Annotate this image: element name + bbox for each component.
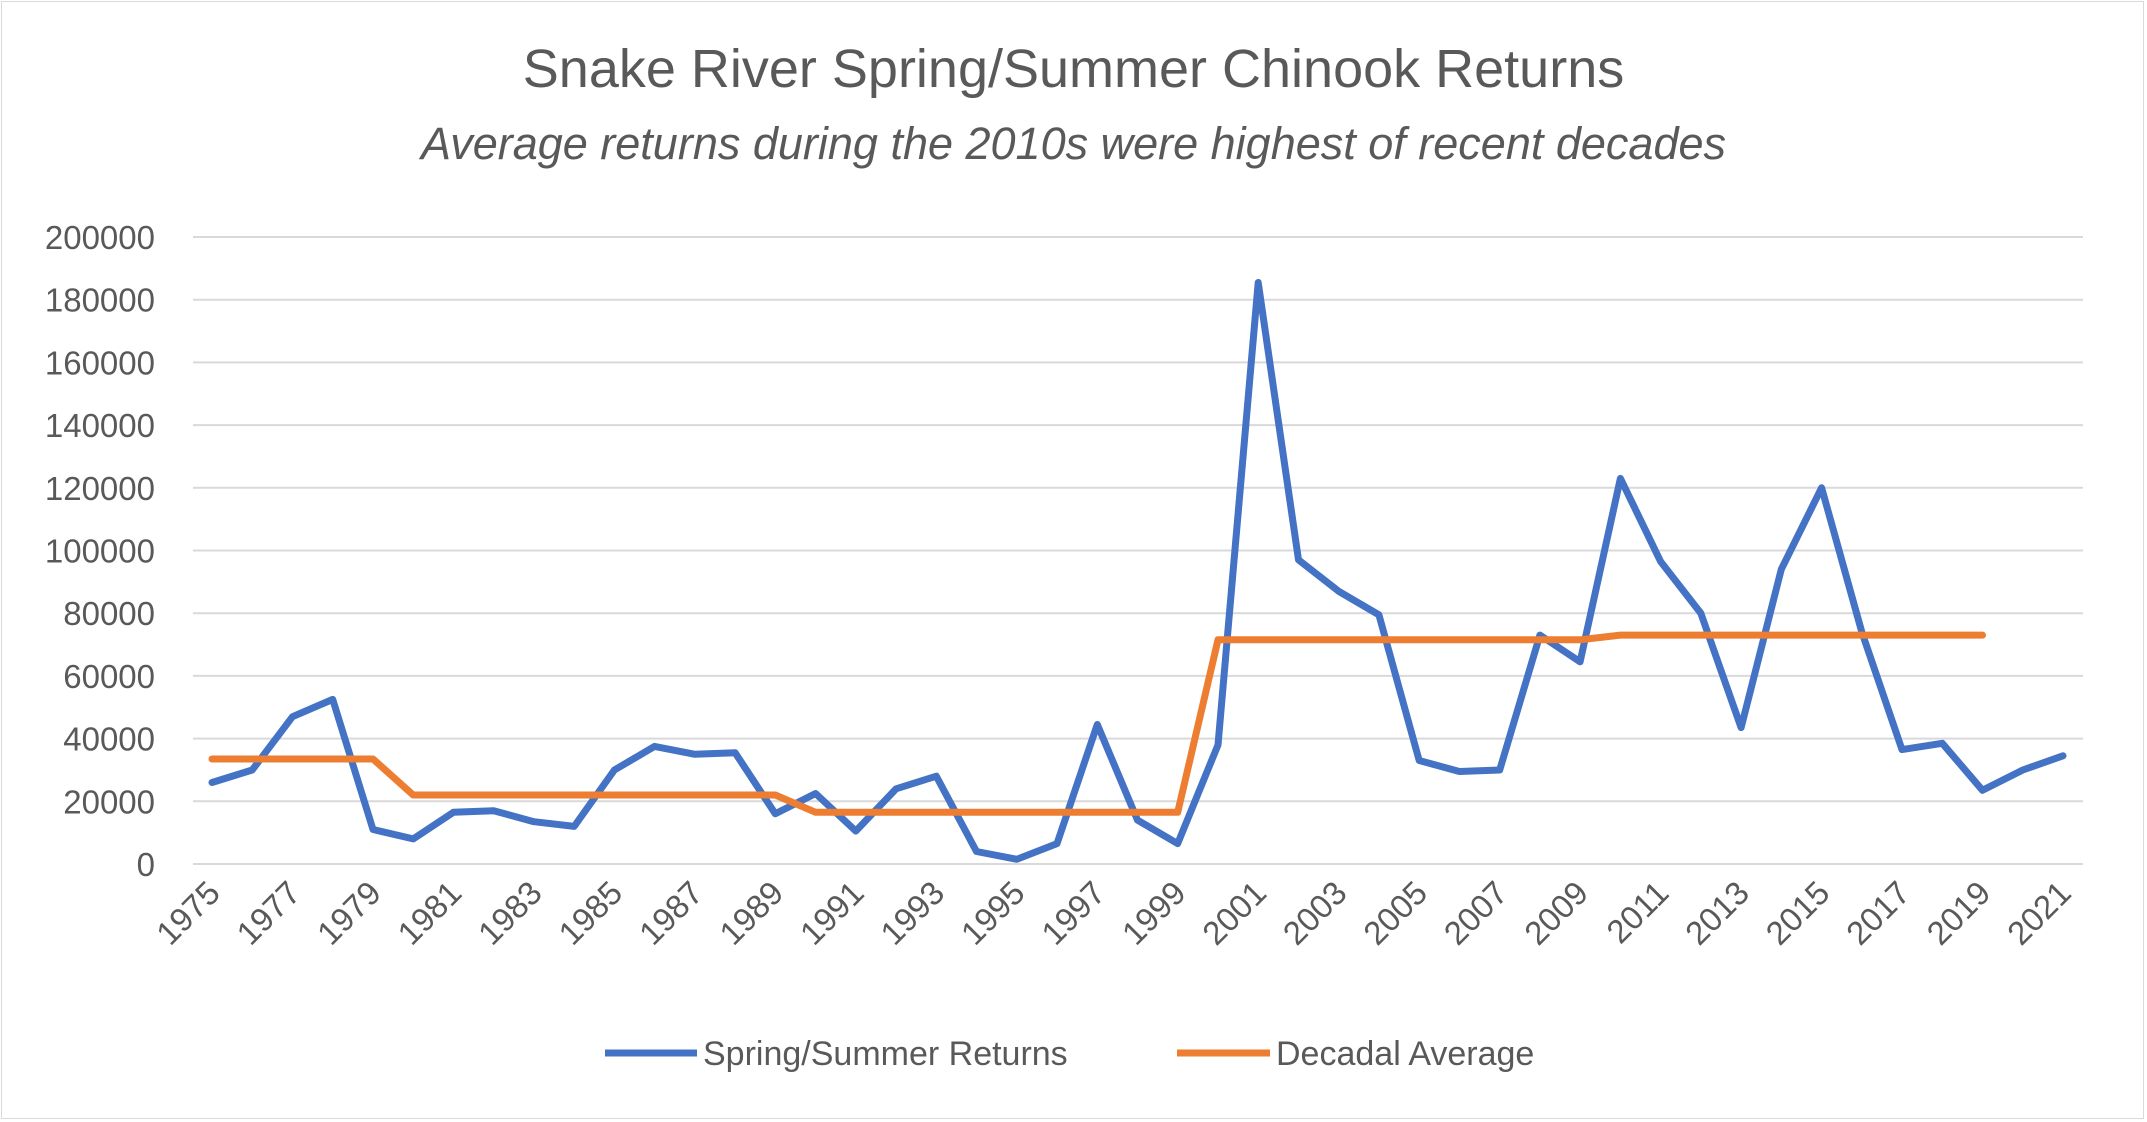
x-tick-label: 2021	[2000, 874, 2078, 952]
series-lines	[208, 279, 2067, 863]
legend: Spring/Summer Returns Decadal Average	[605, 1035, 1534, 1073]
x-tick-label: 2009	[1517, 874, 1595, 952]
y-tick-label: 180000	[45, 282, 155, 319]
x-tick-label: 2013	[1678, 874, 1756, 952]
y-tick-label: 120000	[45, 470, 155, 507]
chart-subtitle: Average returns during the 2010s were hi…	[421, 118, 1726, 169]
x-tick-label: 1985	[551, 874, 629, 952]
x-tick-label: 1975	[149, 874, 227, 952]
x-tick-label: 1977	[229, 874, 307, 952]
y-tick-label: 100000	[45, 533, 155, 570]
y-tick-label: 200000	[45, 219, 155, 256]
series-line	[208, 279, 2067, 863]
x-tick-label: 2007	[1437, 874, 1515, 952]
series-line	[208, 631, 1986, 816]
chart-title: Snake River Spring/Summer Chinook Return…	[522, 39, 1625, 99]
x-tick-label: 2015	[1758, 874, 1836, 952]
x-tick-label: 2019	[1919, 874, 1997, 952]
x-tick-label: 1993	[873, 874, 951, 952]
x-tick-label: 1981	[390, 874, 468, 952]
x-tick-label: 1991	[793, 874, 871, 952]
x-tick-label: 2003	[1276, 874, 1354, 952]
x-tick-label: 2001	[1195, 874, 1273, 952]
x-tick-label: 1989	[712, 874, 790, 952]
y-tick-label: 140000	[45, 407, 155, 444]
x-tick-label: 2017	[1839, 874, 1917, 952]
legend-label: Spring/Summer Returns	[703, 1035, 1068, 1073]
x-tick-label: 1999	[1115, 874, 1193, 952]
x-tick-label: 1979	[310, 874, 388, 952]
legend-label: Decadal Average	[1276, 1035, 1534, 1073]
y-tick-label: 20000	[63, 783, 155, 820]
x-tick-label: 1983	[471, 874, 549, 952]
x-axis-ticks: 1975 1977 1979 1981 1983 1985 1987 1989 1991 1993…	[149, 874, 2078, 952]
x-tick-label: 1987	[632, 874, 710, 952]
y-axis-ticks: 0 20000 40000 60000 80000 100000 120000 140000 1…	[45, 219, 155, 883]
y-tick-label: 60000	[63, 658, 155, 695]
x-tick-label: 1995	[954, 874, 1032, 952]
y-tick-label: 80000	[63, 595, 155, 632]
y-tick-label: 0	[137, 846, 155, 883]
x-tick-label: 2005	[1356, 874, 1434, 952]
x-tick-label: 2011	[1599, 874, 1675, 950]
y-tick-label: 40000	[63, 721, 155, 758]
x-tick-label: 1997	[1034, 874, 1112, 952]
y-tick-label: 160000	[45, 344, 155, 381]
gridlines	[193, 236, 2083, 865]
